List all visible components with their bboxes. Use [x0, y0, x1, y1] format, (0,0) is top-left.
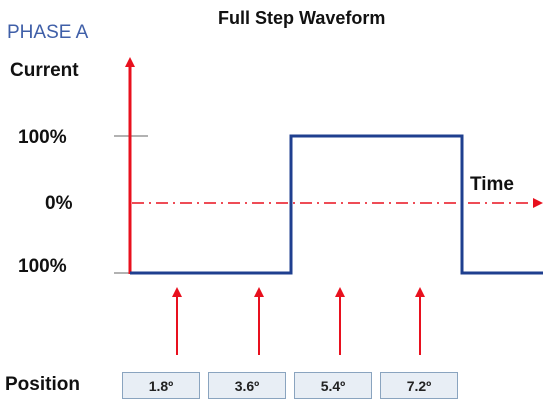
position-label: Position: [5, 374, 80, 395]
y-axis-label: Current: [10, 60, 79, 81]
tick-label-bottom: 100%: [18, 256, 67, 277]
diagram-title: Full Step Waveform: [218, 8, 386, 28]
tick-label-top: 100%: [18, 127, 67, 148]
square-waveform: [130, 134, 543, 275]
phase-label: PHASE A: [7, 22, 89, 43]
x-axis-label: Time: [470, 174, 515, 195]
position-box-1: 1.8º: [122, 372, 200, 399]
position-box-3: 5.4º: [294, 372, 372, 399]
position-box-4: 7.2º: [380, 372, 458, 399]
tick-label-middle: 0%: [45, 193, 73, 214]
position-box-2: 3.6º: [208, 372, 286, 399]
